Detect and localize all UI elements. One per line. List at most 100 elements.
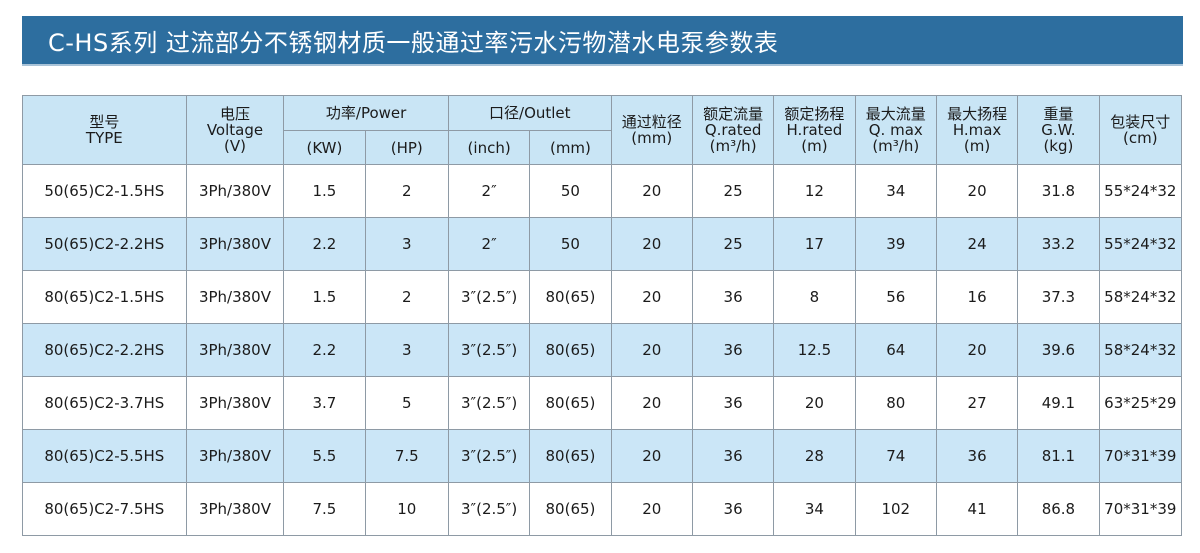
table-body: 50(65)C2-1.5HS 3Ph/380V 1.5 2 2″ 50 20 2…: [22, 164, 1183, 536]
cell-outlet-mm: 80(65): [529, 429, 612, 483]
cell-outlet-inch: 2″: [447, 164, 531, 218]
cell-outlet-mm: 50: [529, 164, 612, 218]
table-row: 80(65)C2-1.5HS 3Ph/380V 1.5 2 3″(2.5″) 8…: [22, 270, 1183, 324]
cell-power-hp: 3: [364, 323, 449, 377]
cell-type: 80(65)C2-3.7HS: [22, 376, 187, 430]
cell-q-rated: 36: [691, 429, 775, 483]
cell-power-kw: 3.7: [283, 376, 366, 430]
cell-package: 58*24*32: [1098, 323, 1183, 377]
cell-outlet-inch: 3″(2.5″): [447, 323, 531, 377]
cell-voltage: 3Ph/380V: [185, 270, 285, 324]
cell-type: 80(65)C2-5.5HS: [22, 429, 187, 483]
cell-passage: 20: [610, 217, 693, 271]
table-row: 80(65)C2-7.5HS 3Ph/380V 7.5 10 3″(2.5″) …: [22, 482, 1183, 536]
cell-type: 50(65)C2-1.5HS: [22, 164, 187, 218]
cell-h-max: 20: [935, 323, 1019, 377]
cell-passage: 20: [610, 323, 693, 377]
spec-table: 型号 TYPE 电压 Voltage (V) 功率/Power 口径/Outle…: [22, 95, 1183, 536]
cell-type: 80(65)C2-7.5HS: [22, 482, 187, 536]
cell-outlet-inch: 3″(2.5″): [447, 482, 531, 536]
header-h-max-en: H.max: [952, 121, 1002, 139]
cell-power-kw: 2.2: [283, 323, 366, 377]
cell-weight: 31.8: [1017, 164, 1100, 218]
cell-voltage: 3Ph/380V: [185, 429, 285, 483]
cell-q-rated: 25: [691, 164, 775, 218]
header-h-rated-unit: (m): [801, 137, 828, 155]
header-type-en: TYPE: [85, 129, 123, 147]
table-row: 50(65)C2-2.2HS 3Ph/380V 2.2 3 2″ 50 20 2…: [22, 217, 1183, 271]
cell-h-rated: 17: [773, 217, 856, 271]
cell-voltage: 3Ph/380V: [185, 482, 285, 536]
header-package: 包装尺寸 (cm): [1098, 95, 1183, 165]
cell-type: 80(65)C2-2.2HS: [22, 323, 187, 377]
cell-power-kw: 1.5: [283, 270, 366, 324]
cell-h-rated: 12.5: [773, 323, 856, 377]
cell-h-rated: 8: [773, 270, 856, 324]
cell-q-max: 64: [854, 323, 937, 377]
header-weight-cn: 重量: [1043, 105, 1074, 123]
header-q-rated-en: Q.rated: [704, 121, 762, 139]
header-passage-cn: 通过粒径: [621, 113, 682, 131]
cell-weight: 81.1: [1017, 429, 1100, 483]
header-h-rated-en: H.rated: [786, 121, 843, 139]
header-outlet-inch: (inch): [447, 130, 531, 165]
cell-type: 80(65)C2-1.5HS: [22, 270, 187, 324]
table-row: 80(65)C2-2.2HS 3Ph/380V 2.2 3 3″(2.5″) 8…: [22, 323, 1183, 377]
cell-outlet-inch: 3″(2.5″): [447, 376, 531, 430]
cell-q-max: 39: [854, 217, 937, 271]
cell-passage: 20: [610, 270, 693, 324]
cell-package: 63*25*29: [1098, 376, 1183, 430]
header-q-max: 最大流量 Q. max (m³/h): [854, 95, 937, 165]
header-weight-unit: (kg): [1043, 137, 1074, 155]
header-voltage: 电压 Voltage (V): [185, 95, 285, 165]
cell-passage: 20: [610, 482, 693, 536]
header-voltage-en: Voltage: [206, 121, 264, 139]
cell-type: 50(65)C2-2.2HS: [22, 217, 187, 271]
cell-q-max: 74: [854, 429, 937, 483]
header-type-cn: 型号: [89, 113, 120, 131]
header-package-cn: 包装尺寸: [1110, 113, 1171, 131]
header-h-rated: 额定扬程 H.rated (m): [773, 95, 856, 165]
header-h-rated-cn: 额定扬程: [784, 105, 845, 123]
cell-weight: 86.8: [1017, 482, 1100, 536]
header-power-kw: (KW): [283, 130, 366, 165]
cell-weight: 49.1: [1017, 376, 1100, 430]
header-voltage-cn: 电压: [219, 105, 250, 123]
cell-outlet-inch: 2″: [447, 217, 531, 271]
header-row-1: 型号 TYPE 电压 Voltage (V) 功率/Power 口径/Outle…: [22, 95, 1183, 165]
header-package-unit: (cm): [1123, 129, 1158, 147]
cell-package: 55*24*32: [1098, 164, 1183, 218]
header-weight: 重量 G.W. (kg): [1017, 95, 1100, 165]
cell-outlet-inch: 3″(2.5″): [447, 429, 531, 483]
header-power: 功率/Power: [283, 95, 449, 131]
header-h-max-unit: (m): [963, 137, 991, 155]
cell-q-rated: 36: [691, 270, 775, 324]
cell-outlet-inch: 3″(2.5″): [447, 270, 531, 324]
header-q-rated: 额定流量 Q.rated (m³/h): [691, 95, 775, 165]
header-power-hp: (HP): [364, 130, 449, 165]
cell-h-max: 27: [935, 376, 1019, 430]
cell-outlet-mm: 80(65): [529, 376, 612, 430]
header-q-rated-cn: 额定流量: [703, 105, 764, 123]
cell-h-max: 24: [935, 217, 1019, 271]
cell-h-rated: 12: [773, 164, 856, 218]
cell-package: 55*24*32: [1098, 217, 1183, 271]
cell-voltage: 3Ph/380V: [185, 376, 285, 430]
cell-passage: 20: [610, 429, 693, 483]
cell-voltage: 3Ph/380V: [185, 217, 285, 271]
cell-power-hp: 10: [364, 482, 449, 536]
cell-power-kw: 1.5: [283, 164, 366, 218]
cell-power-hp: 7.5: [364, 429, 449, 483]
cell-voltage: 3Ph/380V: [185, 164, 285, 218]
header-q-max-en: Q. max: [868, 121, 923, 139]
cell-outlet-mm: 80(65): [529, 323, 612, 377]
header-q-max-cn: 最大流量: [865, 105, 926, 123]
cell-h-max: 20: [935, 164, 1019, 218]
cell-q-max: 80: [854, 376, 937, 430]
cell-h-rated: 34: [773, 482, 856, 536]
cell-outlet-mm: 80(65): [529, 482, 612, 536]
table-row: 50(65)C2-1.5HS 3Ph/380V 1.5 2 2″ 50 20 2…: [22, 164, 1183, 218]
cell-package: 58*24*32: [1098, 270, 1183, 324]
header-h-max-cn: 最大扬程: [947, 105, 1008, 123]
cell-power-hp: 2: [364, 270, 449, 324]
